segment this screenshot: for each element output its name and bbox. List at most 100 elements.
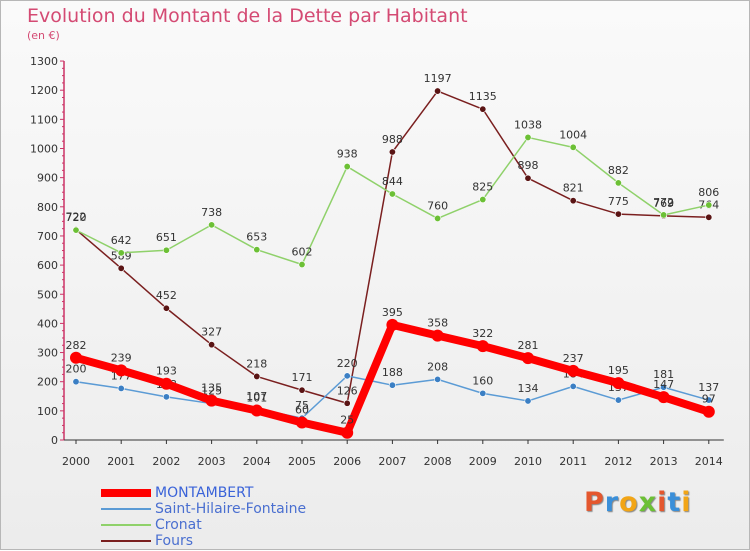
data-label: 218 (246, 357, 267, 370)
data-label: 642 (111, 234, 132, 247)
proxiti-logo: Proxiti (584, 487, 692, 518)
chart-legend: MONTAMBERT Saint-Hilaire-Fontaine Cronat Fo… (101, 485, 306, 549)
data-point (569, 197, 577, 205)
data-point (614, 396, 622, 404)
legend-swatch (101, 508, 151, 510)
legend-item: Fours (101, 533, 306, 549)
x-tick-label: 2002 (152, 455, 180, 468)
data-label: 882 (608, 164, 629, 177)
y-tick-label: 0 (51, 434, 58, 447)
series-montambert: 282 239 193 135 101 60 25 395 358 322 281 237 195 147… (66, 306, 716, 439)
y-tick-label: 400 (37, 317, 58, 330)
data-point (702, 405, 715, 418)
y-tick-label: 700 (37, 230, 58, 243)
legend-swatch (101, 489, 151, 497)
data-label: 722 (66, 211, 87, 224)
data-label: 147 (653, 378, 674, 391)
data-point (298, 261, 306, 269)
data-label: 160 (472, 374, 493, 387)
legend-label: Saint-Hilaire-Fontaine (155, 500, 307, 517)
data-label: 1038 (514, 118, 542, 131)
legend-swatch (101, 524, 151, 526)
data-label: 220 (337, 357, 358, 370)
data-label: 358 (427, 317, 448, 330)
data-label: 452 (156, 289, 177, 302)
data-label: 772 (653, 196, 674, 209)
data-label: 125 (201, 385, 222, 398)
data-label: 134 (518, 382, 539, 395)
legend-item: Cronat (101, 517, 306, 533)
data-label: 938 (337, 148, 358, 161)
legend-item: Saint-Hilaire-Fontaine (101, 501, 306, 517)
y-tick-label: 500 (37, 288, 58, 301)
data-point (431, 329, 444, 342)
data-point (250, 404, 263, 417)
y-tick-label: 800 (37, 201, 58, 214)
data-label: 126 (337, 384, 358, 397)
data-label: 200 (66, 363, 87, 376)
data-point (434, 87, 442, 95)
x-tick-label: 2004 (243, 455, 271, 468)
data-point (434, 375, 442, 383)
data-label: 281 (518, 339, 539, 352)
data-label: 602 (292, 246, 313, 259)
data-point (117, 249, 125, 257)
data-point (614, 210, 622, 218)
data-label: 844 (382, 175, 403, 188)
chart-title: Evolution du Montant de la Dette par Hab… (27, 5, 468, 27)
data-label: 806 (698, 186, 719, 199)
data-label: 193 (156, 365, 177, 378)
data-label: 738 (201, 206, 222, 219)
data-point (567, 364, 580, 377)
data-point (162, 304, 170, 312)
legend-label: MONTAMBERT (155, 484, 254, 501)
data-label: 821 (563, 182, 584, 195)
data-point (657, 391, 670, 404)
data-point (117, 264, 125, 272)
data-label: 97 (702, 393, 716, 406)
data-point (660, 383, 668, 391)
data-label: 282 (66, 339, 87, 352)
data-label: 181 (653, 368, 674, 381)
data-point (524, 133, 532, 141)
data-point (72, 226, 80, 234)
data-label: 1197 (424, 72, 452, 85)
data-label: 188 (382, 366, 403, 379)
data-label: 898 (518, 159, 539, 172)
data-point (343, 163, 351, 171)
x-tick-label: 2008 (424, 455, 452, 468)
data-label: 75 (295, 399, 309, 412)
y-tick-label: 100 (37, 405, 58, 418)
data-point (479, 105, 487, 113)
y-tick-label: 600 (37, 259, 58, 272)
data-point (162, 246, 170, 254)
data-label: 322 (472, 327, 493, 340)
data-point (388, 148, 396, 156)
data-label: 239 (111, 351, 132, 364)
data-label: 651 (156, 231, 177, 244)
data-label: 171 (292, 371, 313, 384)
x-tick-label: 2005 (288, 455, 316, 468)
data-label: 769 (653, 197, 674, 210)
data-point (434, 214, 442, 222)
y-tick-label: 200 (37, 376, 58, 389)
chart-unit-label: (en €) (27, 29, 60, 42)
legend-swatch (101, 540, 151, 542)
data-label: 237 (563, 352, 584, 365)
y-tick-label: 1300 (30, 55, 58, 68)
y-tick-label: 1100 (30, 113, 58, 126)
data-point (115, 364, 128, 377)
data-label: 760 (427, 199, 448, 212)
y-tick-label: 900 (37, 172, 58, 185)
data-label: 775 (608, 195, 629, 208)
data-point (253, 372, 261, 380)
y-tick-label: 300 (37, 347, 58, 360)
data-point (341, 426, 354, 439)
data-label: 137 (698, 381, 719, 394)
x-tick-label: 2009 (469, 455, 497, 468)
data-point (298, 386, 306, 394)
data-point (524, 174, 532, 182)
data-point (524, 397, 532, 405)
data-point (569, 143, 577, 151)
